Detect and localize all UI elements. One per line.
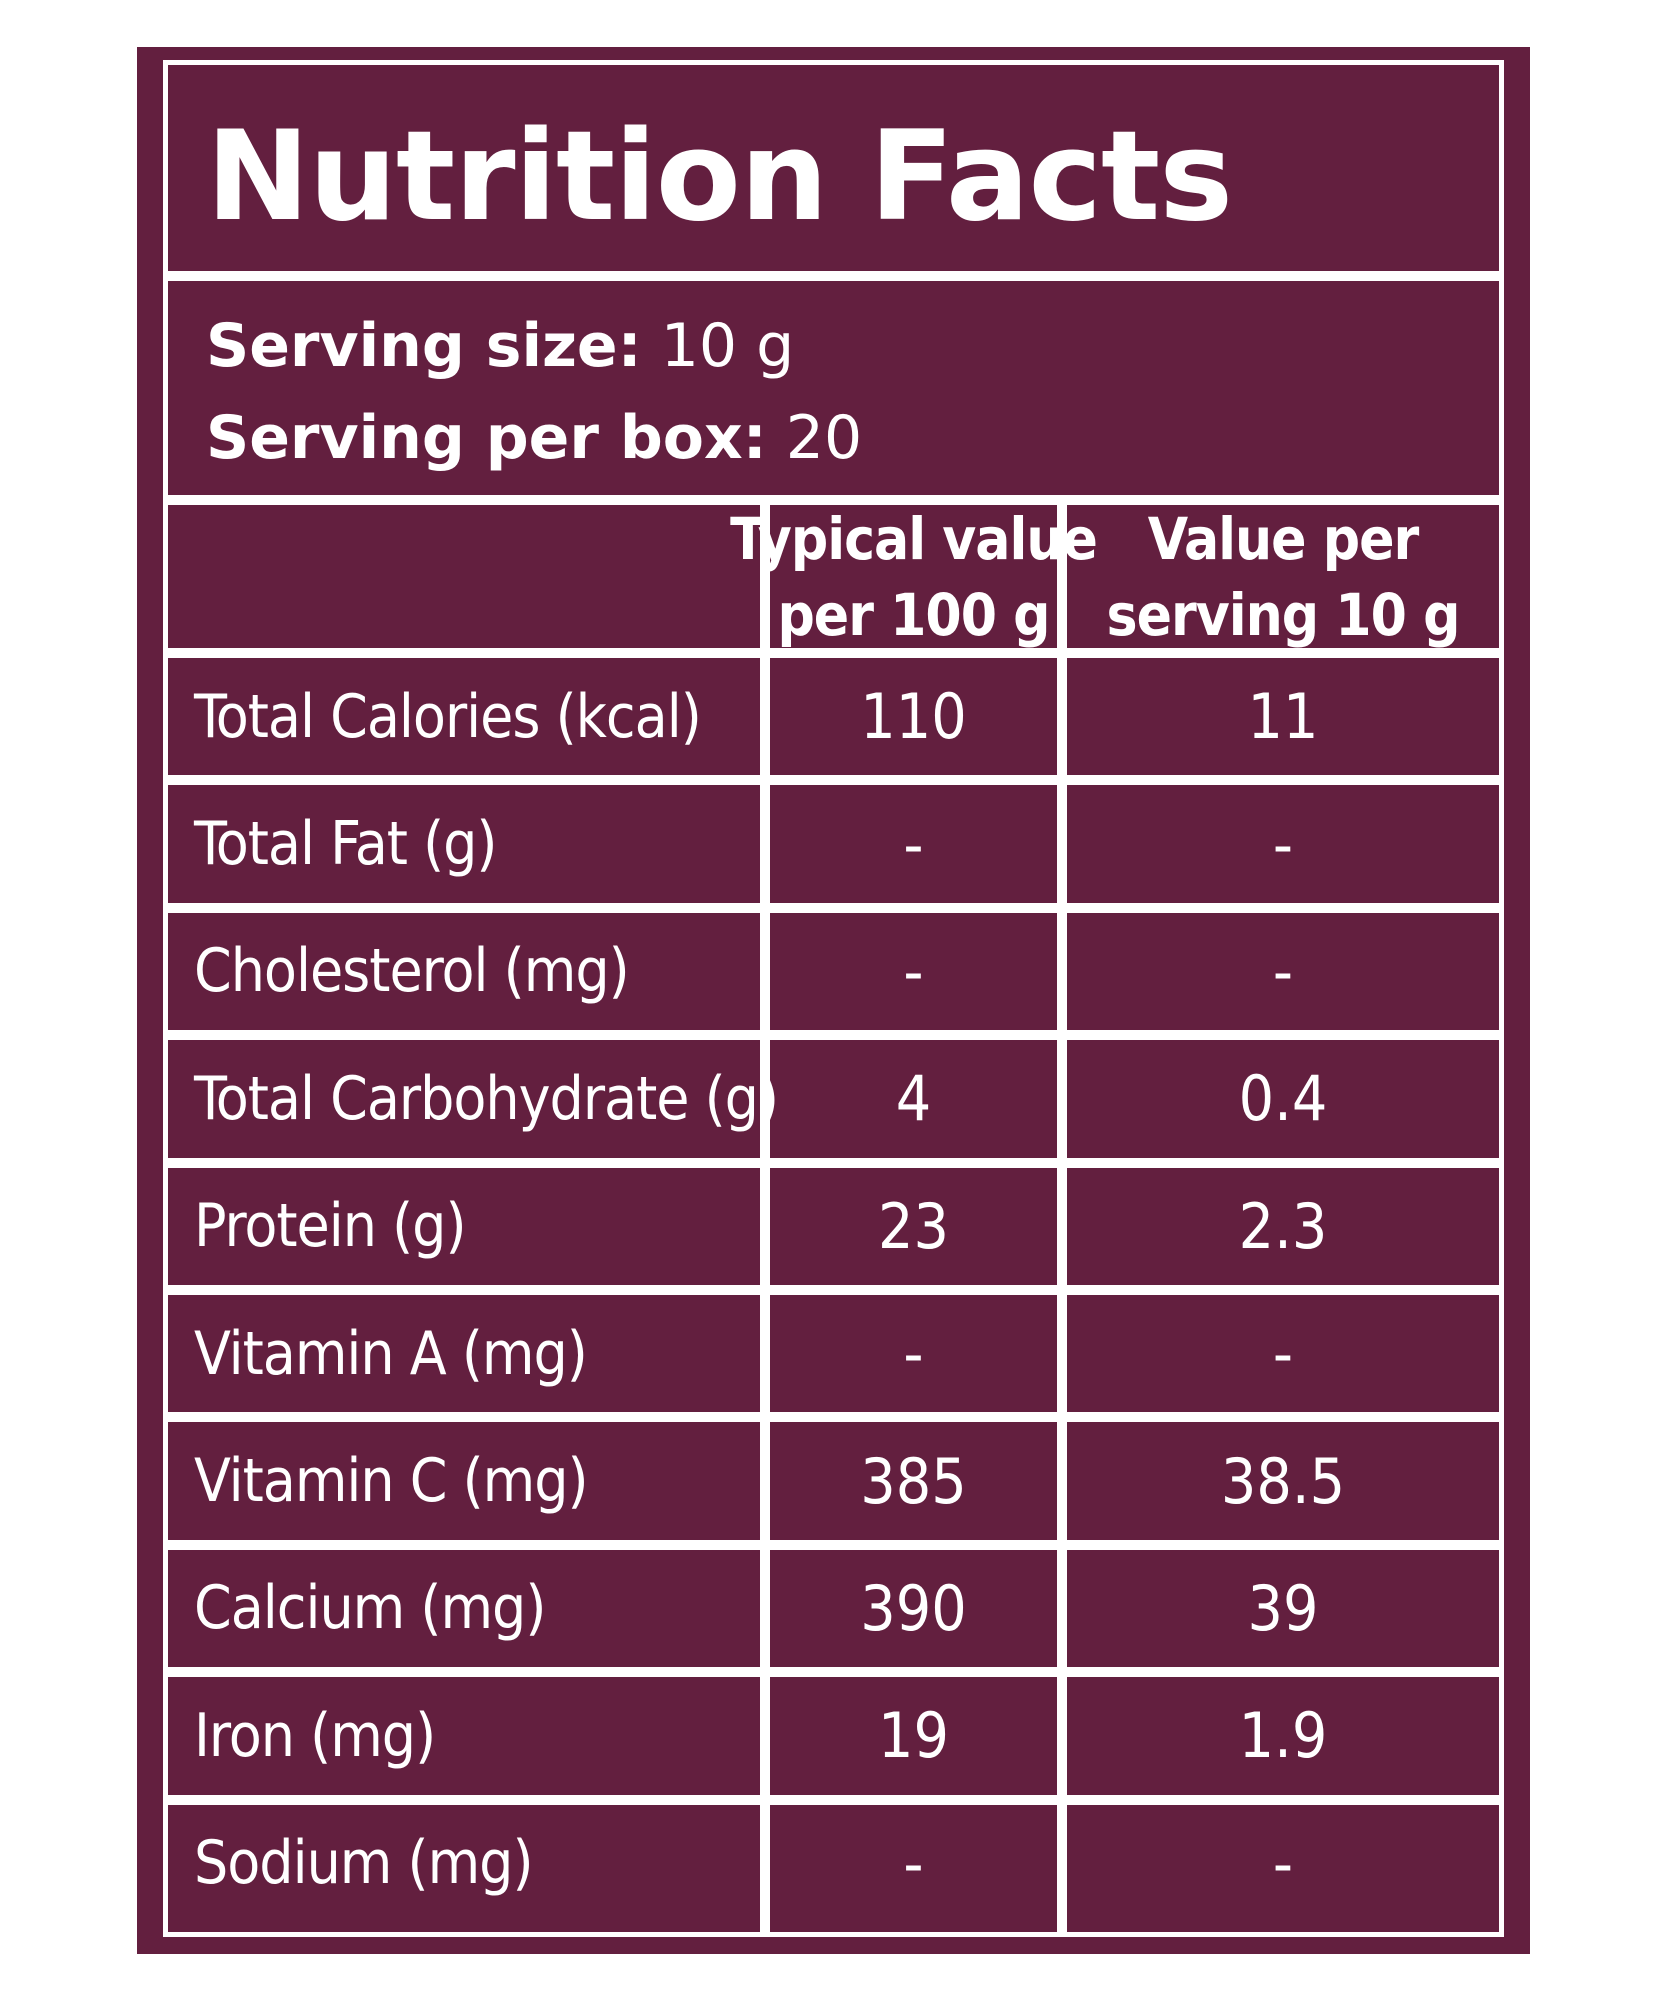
header-per-100g-line1: Typical value (730, 504, 1098, 573)
serving-size-line: Serving size: 10 g (206, 311, 794, 381)
serving-section: Serving size: 10 g Serving per box: 20 (168, 281, 1499, 505)
value-per-serving: 0.4 (1238, 1062, 1328, 1136)
nutrition-label-panel: Nutrition Facts Serving size: 10 g Servi… (137, 47, 1530, 1954)
value-per-serving: - (1272, 1317, 1294, 1391)
title-section: Nutrition Facts (168, 65, 1499, 281)
nutrient-name: Total Carbohydrate (g) (194, 1063, 779, 1134)
value-per-100g: - (903, 1826, 924, 1900)
nutrient-name: Calcium (mg) (194, 1573, 546, 1644)
value-per-serving: 2.3 (1238, 1189, 1328, 1263)
label-title: Nutrition Facts (206, 105, 1233, 249)
servings-per-box-label: Serving per box: (206, 403, 767, 473)
header-per-serving: Value per serving 10 g (1067, 505, 1499, 649)
value-per-serving: - (1272, 1826, 1294, 1900)
value-per-100g: 4 (895, 1062, 932, 1136)
serving-size-label: Serving size: (206, 311, 642, 381)
nutrient-name: Vitamin C (mg) (194, 1446, 589, 1517)
row-divider (168, 775, 1499, 786)
header-per-serving-line2: serving 10 g (1106, 580, 1461, 649)
value-per-serving: 1.9 (1238, 1699, 1328, 1773)
row-divider (168, 1539, 1499, 1550)
row-divider (168, 1157, 1499, 1168)
nutrient-name: Vitamin A (mg) (194, 1318, 588, 1389)
value-per-100g: - (903, 807, 924, 881)
nutrient-name: Iron (mg) (194, 1700, 436, 1771)
value-per-serving: 38.5 (1220, 1444, 1346, 1518)
value-per-100g: 23 (878, 1189, 949, 1263)
row-divider (168, 1412, 1499, 1423)
value-per-serving: - (1272, 807, 1294, 881)
value-per-100g: 385 (860, 1444, 967, 1518)
row-divider (168, 1794, 1499, 1805)
column-divider (760, 505, 770, 1932)
header-per-100g-line2: per 100 g (777, 580, 1050, 649)
nutrient-name: Total Calories (kcal) (194, 681, 702, 752)
value-per-100g: 19 (878, 1699, 949, 1773)
value-per-100g: 110 (860, 680, 967, 754)
value-per-serving: 39 (1247, 1571, 1319, 1645)
servings-per-box-line: Serving per box: 20 (206, 403, 862, 473)
serving-size-value: 10 g (660, 311, 795, 381)
row-divider (168, 1285, 1499, 1295)
value-per-100g: - (903, 1317, 924, 1391)
header-per-100g: Typical value per 100 g (730, 505, 1098, 649)
header-per-serving-line1: Value per (1147, 504, 1419, 573)
column-divider (1057, 505, 1067, 1932)
nutrient-name: Protein (g) (194, 1191, 467, 1262)
row-divider (168, 1667, 1499, 1678)
nutrient-name: Total Fat (g) (194, 809, 497, 880)
value-per-serving: 11 (1247, 680, 1319, 754)
row-divider (168, 648, 1499, 658)
row-divider (168, 1030, 1499, 1041)
nutrient-name: Sodium (mg) (194, 1828, 534, 1899)
value-per-100g: 390 (860, 1571, 967, 1645)
nutrition-label-frame: Nutrition Facts Serving size: 10 g Servi… (163, 60, 1504, 1937)
servings-per-box-value: 20 (785, 403, 863, 473)
nutrient-name: Cholesterol (mg) (194, 936, 630, 1007)
nutrient-table: Typical value per 100 g Value per servin… (168, 505, 1499, 1932)
value-per-serving: - (1272, 934, 1294, 1008)
row-divider (168, 902, 1499, 913)
value-per-100g: - (903, 934, 924, 1008)
